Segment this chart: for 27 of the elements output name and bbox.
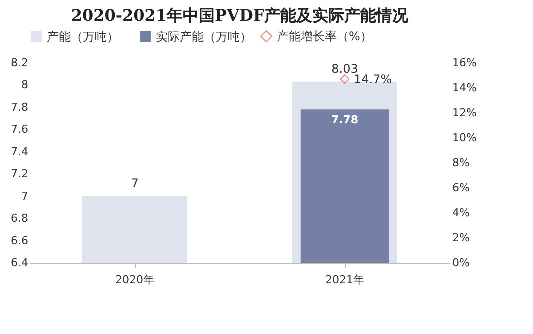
y-tick-label: 7.4: [11, 145, 28, 158]
y2-tick-label: 12%: [452, 106, 477, 120]
data-label: 7.78: [331, 114, 359, 127]
x-tick-label: 2020年: [116, 274, 154, 286]
chart-title: 2020-2021年中国PVDF产能及实际产能情况: [71, 6, 410, 25]
y2-tick-label: 0%: [452, 256, 470, 270]
y2-tick-label: 4%: [452, 206, 470, 220]
y-tick-label: 8: [22, 78, 28, 92]
legend-label: 产能（万吨）: [47, 30, 119, 44]
y2-tick-label: 10%: [452, 132, 477, 144]
y2-tick-label: 14%: [452, 82, 477, 94]
y2-tick-label: 8%: [452, 156, 470, 170]
y-tick-label: 8.2: [11, 56, 28, 70]
y-tick-label: 7.8: [11, 100, 28, 114]
y-tick-label: 7.2: [11, 168, 28, 181]
legend-label: 实际产能（万吨）: [156, 30, 252, 44]
y-tick-label: 6.6: [11, 234, 28, 248]
y2-tick-label: 2%: [452, 232, 470, 244]
data-label: 7: [131, 176, 139, 190]
y2-tick-label: 6%: [452, 182, 470, 194]
legend-label: 产能增长率（%）: [277, 30, 372, 44]
y-tick-label: 6.4: [11, 256, 28, 270]
y2-tick-label: 16%: [452, 56, 477, 70]
y-tick-label: 7.6: [11, 123, 28, 136]
y-tick-label: 7: [22, 190, 28, 203]
y-tick-label: 6.8: [11, 212, 28, 226]
x-tick-label: 2021年: [326, 274, 364, 286]
